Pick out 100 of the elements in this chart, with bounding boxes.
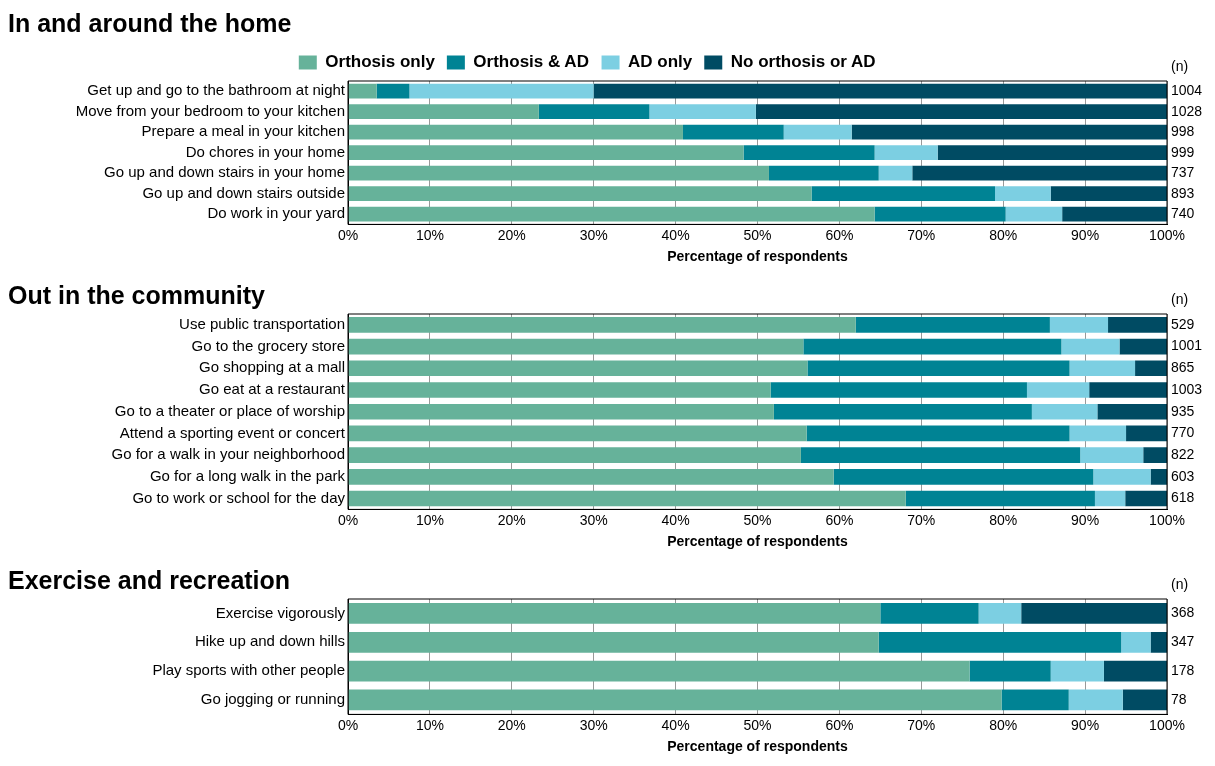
- x-tick-label: 40%: [661, 226, 690, 243]
- bar: [1150, 631, 1167, 653]
- x-tick-label: 70%: [907, 226, 936, 243]
- x-tick-label: 90%: [1071, 511, 1100, 528]
- legend-label: Orthosis & AD: [473, 52, 589, 72]
- bar: [348, 206, 875, 222]
- x-tick-label: 40%: [661, 716, 690, 733]
- bar: [348, 490, 906, 507]
- text: 999: [1171, 143, 1195, 160]
- x-tick-label: 20%: [497, 716, 526, 733]
- y-tick-label: Move from your bedroom to your kitchen: [75, 101, 345, 119]
- x-axis-title: Percentage of respondents: [667, 533, 848, 550]
- x-tick-label: 10%: [415, 716, 444, 733]
- bar: [878, 631, 1122, 653]
- bar: [969, 660, 1051, 682]
- x-tick-label: 50%: [743, 716, 772, 733]
- bar: [1062, 206, 1167, 222]
- x-tick-label: 90%: [1071, 716, 1100, 733]
- text: 893: [1171, 184, 1195, 201]
- bar: [1119, 338, 1167, 355]
- bar: [773, 403, 1032, 420]
- x-tick-label: 70%: [907, 716, 936, 733]
- x-tick-label: 100%: [1149, 226, 1185, 243]
- bar: [811, 186, 996, 202]
- bar: [538, 104, 650, 120]
- bar: [348, 104, 539, 120]
- bar: [1121, 631, 1151, 653]
- bar: [1069, 360, 1136, 377]
- y-tick-label: Exercise vigorously: [215, 603, 346, 621]
- bar: [807, 360, 1070, 377]
- x-tick-label: 100%: [1149, 511, 1185, 528]
- bar: [1021, 603, 1167, 624]
- text: (n): [1171, 290, 1189, 307]
- y-tick-label: Get up and go to the bathroom at night: [87, 81, 346, 99]
- bar: [995, 186, 1051, 202]
- x-tick-label: 80%: [989, 511, 1018, 528]
- bar: [348, 83, 377, 99]
- bar: [682, 124, 784, 140]
- bar: [1031, 403, 1098, 420]
- bar: [348, 603, 881, 624]
- bar: [937, 145, 1167, 161]
- x-tick-label: 80%: [989, 226, 1018, 243]
- bar: [593, 83, 1167, 99]
- x-tick-label: 90%: [1071, 226, 1100, 243]
- bar: [348, 403, 774, 420]
- y-tick-label: Go to work or school for the day: [132, 488, 346, 506]
- y-tick-label: Prepare a meal in your kitchen: [141, 122, 345, 140]
- bar: [768, 165, 879, 181]
- bar: [1050, 186, 1167, 202]
- bar: [1001, 689, 1069, 711]
- bar: [874, 145, 938, 161]
- x-tick-label: 10%: [415, 511, 444, 528]
- text: 1001: [1171, 337, 1203, 354]
- bar: [1103, 660, 1167, 682]
- legend-label: No orthosis or AD: [730, 52, 876, 72]
- x-tick-label: 70%: [907, 511, 936, 528]
- text: 78: [1171, 690, 1187, 707]
- y-tick-label: Do chores in your home: [185, 142, 345, 160]
- x-tick-label: 30%: [579, 716, 608, 733]
- bar: [1049, 317, 1109, 333]
- text: 998: [1171, 123, 1195, 140]
- bar: [1093, 469, 1151, 485]
- y-tick-label: Go up and down stairs in your home: [104, 163, 345, 181]
- x-axis-title: Percentage of respondents: [667, 248, 848, 265]
- x-axis-title: Percentage of respondents: [667, 738, 848, 755]
- x-tick-label: 20%: [497, 226, 526, 243]
- y-tick-label: Attend a sporting event or concert: [119, 423, 346, 441]
- x-tick-label: 60%: [825, 511, 854, 528]
- bar: [1005, 206, 1063, 222]
- x-tick-label: 10%: [415, 226, 444, 243]
- bar: [874, 206, 1006, 222]
- bar: [1094, 490, 1126, 507]
- text: 770: [1171, 424, 1195, 441]
- bar: [348, 469, 834, 485]
- bar: [1126, 425, 1167, 442]
- bar: [409, 83, 594, 99]
- text: 737: [1171, 164, 1195, 181]
- bar: [348, 360, 808, 377]
- bar: [1108, 317, 1167, 333]
- chart-title: Exercise and recreation: [8, 565, 291, 594]
- text: 1003: [1171, 380, 1203, 397]
- bar: [1150, 469, 1167, 485]
- text: 603: [1171, 467, 1195, 484]
- x-tick-label: 100%: [1149, 716, 1185, 733]
- y-tick-label: Go shopping at a mall: [199, 358, 345, 376]
- bar: [348, 447, 801, 463]
- bar: [348, 631, 879, 653]
- bar: [1135, 360, 1167, 377]
- bar: [348, 186, 812, 202]
- bar: [348, 317, 856, 333]
- text: 740: [1171, 205, 1195, 222]
- text: 865: [1171, 359, 1195, 376]
- bar: [905, 490, 1095, 507]
- bar: [1069, 425, 1127, 442]
- bar: [1097, 403, 1167, 420]
- bar: [376, 83, 410, 99]
- bar: [1125, 490, 1167, 507]
- text: 1004: [1171, 82, 1203, 99]
- x-tick-label: 60%: [825, 226, 854, 243]
- bar: [851, 124, 1167, 140]
